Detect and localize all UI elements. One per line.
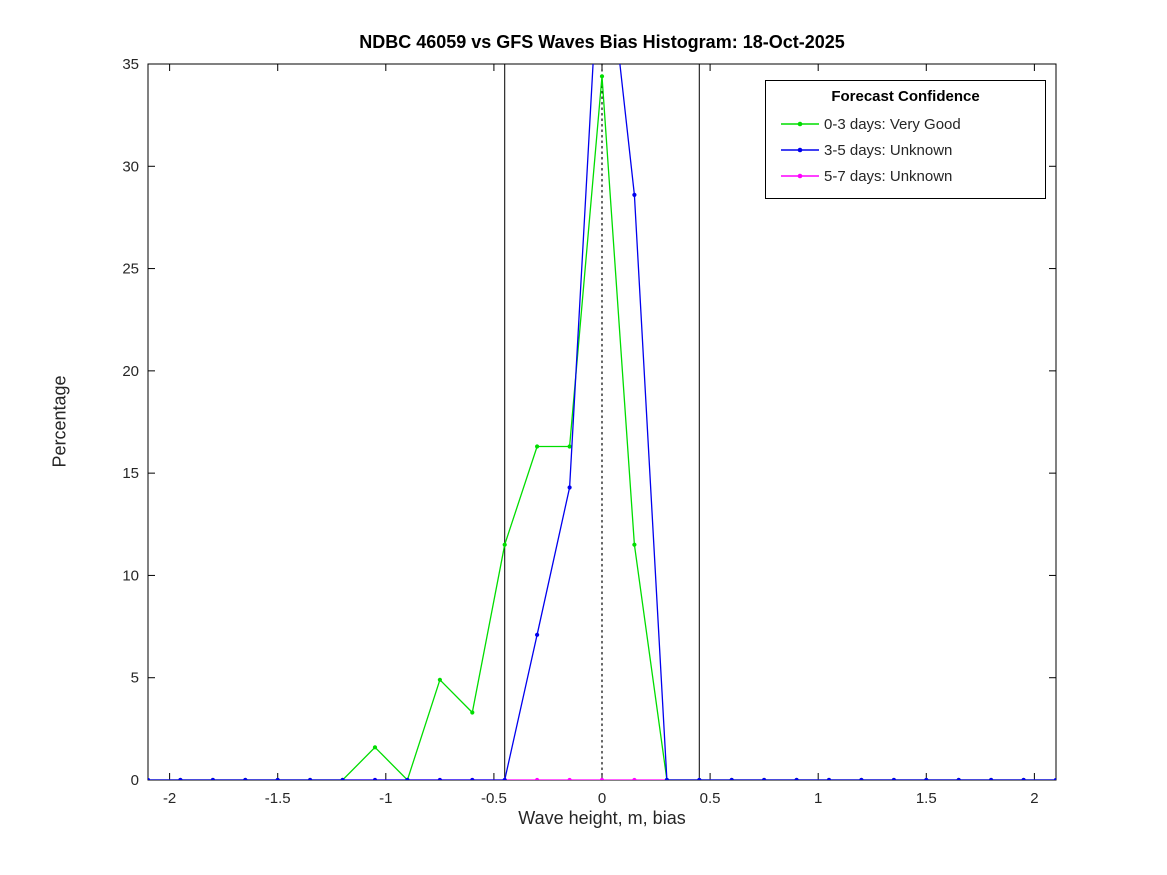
legend-marker [797, 147, 803, 153]
svg-text:30: 30 [122, 158, 139, 175]
svg-text:-2: -2 [163, 790, 176, 807]
legend-title: Forecast Confidence [831, 88, 980, 105]
svg-text:25: 25 [122, 261, 139, 278]
svg-text:1: 1 [814, 790, 822, 807]
legend-entry: 3-5 days: Unknown [776, 137, 1035, 163]
svg-text:20: 20 [122, 363, 139, 380]
legend-entry-label: 5-7 days: Unknown [824, 167, 953, 185]
legend-marker [797, 173, 803, 179]
legend-entry-label: 0-3 days: Very Good [824, 115, 961, 133]
legend-entry-label: 3-5 days: Unknown [824, 141, 953, 159]
svg-text:0.5: 0.5 [700, 790, 721, 807]
legend-entry: 5-7 days: Unknown [776, 163, 1035, 189]
legend-line-sample [776, 170, 824, 182]
svg-text:0: 0 [598, 790, 606, 807]
legend: Forecast Confidence 0-3 days: Very Good … [765, 80, 1046, 199]
svg-text:0: 0 [131, 772, 139, 789]
svg-text:10: 10 [122, 567, 139, 584]
svg-text:-1.5: -1.5 [265, 790, 291, 807]
legend-entry: 0-3 days: Very Good [776, 111, 1035, 137]
svg-text:-0.5: -0.5 [481, 790, 507, 807]
svg-text:-1: -1 [379, 790, 392, 807]
chart-title: NDBC 46059 vs GFS Waves Bias Histogram: … [359, 32, 845, 52]
svg-text:2: 2 [1030, 790, 1038, 807]
legend-line-sample [776, 144, 824, 156]
svg-text:1.5: 1.5 [916, 790, 937, 807]
svg-text:5: 5 [131, 670, 139, 687]
svg-text:15: 15 [122, 465, 139, 482]
svg-text:35: 35 [122, 56, 139, 73]
legend-marker [797, 121, 803, 127]
legend-line-sample [776, 118, 824, 130]
x-axis-label: Wave height, m, bias [518, 808, 686, 828]
